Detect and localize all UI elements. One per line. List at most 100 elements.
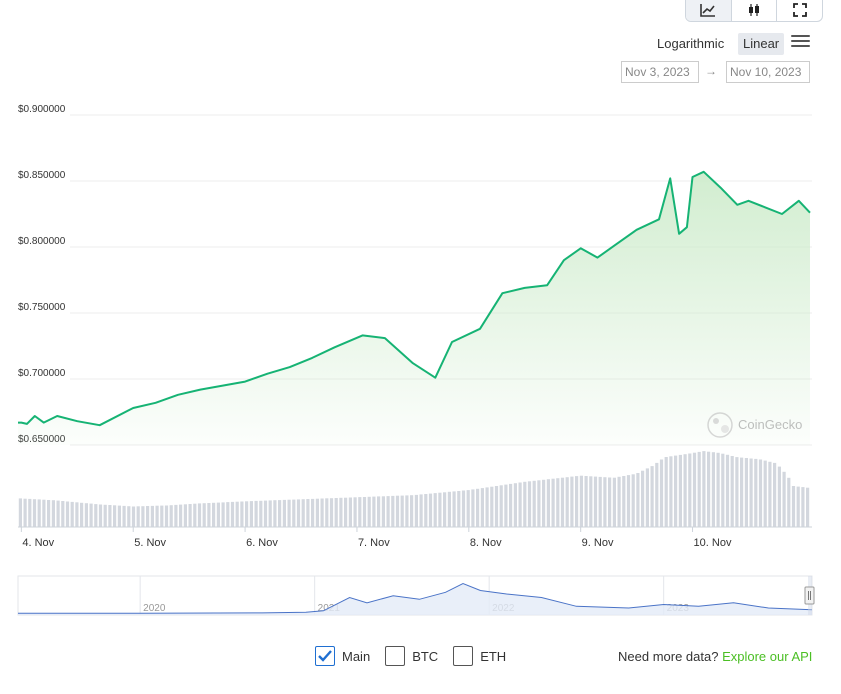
volume-bar — [428, 493, 433, 527]
volume-bar — [513, 483, 517, 527]
volume-bar — [216, 502, 220, 527]
volume-bar — [438, 492, 442, 527]
volume-bar — [179, 504, 183, 527]
volume-bar — [763, 460, 767, 527]
volume-bar — [23, 498, 27, 527]
volume-bar — [131, 506, 136, 527]
volume-bar — [75, 502, 79, 527]
y-tick-label: $0.700000 — [18, 368, 66, 379]
volume-bar — [150, 505, 154, 527]
volume-bar — [94, 504, 98, 527]
main-label: Main — [342, 648, 371, 664]
volume-bar — [65, 501, 70, 527]
x-tick-label: 4. Nov — [22, 537, 54, 549]
volume-bar — [674, 455, 678, 527]
volume-bar — [414, 494, 418, 527]
volume-bar — [273, 500, 277, 527]
volume-bar — [84, 503, 88, 527]
volume-bar — [89, 503, 93, 527]
volume-bar — [80, 502, 84, 527]
volume-bar — [537, 480, 541, 527]
volume-bar — [113, 505, 117, 527]
volume-bar — [155, 505, 159, 527]
volume-bar — [754, 458, 758, 527]
volume-bar — [612, 477, 616, 527]
date-to-input[interactable]: Nov 10, 2023 — [726, 61, 810, 83]
volume-bar — [296, 499, 301, 527]
series-toggle-main[interactable]: Main — [315, 646, 370, 666]
eth-checkbox[interactable] — [453, 646, 474, 666]
volume-bar — [749, 458, 753, 527]
volume-bar — [18, 498, 22, 527]
date-from-input[interactable]: Nov 3, 2023 — [621, 61, 699, 83]
volume-bar — [230, 501, 235, 527]
volume-bar — [678, 454, 682, 527]
volume-bar — [98, 504, 103, 527]
volume-bar — [28, 498, 32, 527]
volume-bar — [282, 499, 286, 527]
volume-bar — [329, 498, 334, 527]
volume-bar — [768, 461, 772, 527]
volume-bar — [362, 497, 367, 527]
volume-bar — [367, 496, 371, 527]
volume-bar — [721, 453, 725, 527]
logarithmic-scale-toggle[interactable]: Logarithmic — [657, 36, 725, 51]
x-tick-label: 9. Nov — [582, 537, 614, 549]
volume-bar — [593, 476, 598, 527]
volume-bar — [617, 476, 621, 527]
volume-bar — [259, 500, 263, 527]
volume-bar — [504, 484, 508, 527]
volume-bar — [457, 491, 461, 527]
candlestick-chart-button[interactable] — [732, 0, 778, 21]
main-checkbox[interactable] — [315, 646, 335, 666]
volume-bar — [410, 495, 414, 527]
eth-label: ETH — [480, 648, 507, 664]
volume-bar — [452, 491, 456, 527]
btc-checkbox[interactable] — [385, 646, 406, 666]
range-navigator[interactable]: 2020202120222023 — [17, 575, 815, 616]
volume-bar — [51, 500, 55, 527]
volume-bar — [641, 470, 645, 527]
volume-bar — [419, 494, 423, 527]
chart-menu-icon[interactable] — [791, 35, 810, 51]
volume-bar — [608, 477, 612, 527]
navigator-year-label: 2020 — [143, 603, 166, 614]
volume-bar — [245, 501, 249, 527]
y-tick-label: $0.750000 — [18, 302, 66, 313]
volume-bar — [782, 471, 786, 527]
explore-api-link[interactable]: Explore our API — [722, 649, 813, 664]
volume-bar — [499, 485, 503, 527]
volume-bar — [169, 505, 173, 527]
line-chart-icon — [700, 4, 716, 17]
fullscreen-button[interactable] — [777, 0, 822, 21]
y-axis: $0.900000 $0.850000 $0.800000 $0.750000 $0.7… — [18, 104, 66, 445]
volume-bar — [711, 452, 715, 527]
volume-bar — [207, 503, 211, 527]
volume-bar — [697, 451, 701, 527]
volume-bar — [626, 475, 631, 527]
volume-bar — [141, 506, 145, 527]
volume-bar — [358, 497, 362, 527]
volume-bar — [377, 496, 381, 527]
volume-bar — [56, 500, 60, 527]
series-toggle-eth[interactable]: ETH — [453, 646, 506, 666]
watermark-text: CoinGecko — [738, 417, 802, 432]
volume-bar — [725, 454, 730, 527]
volume-bar — [183, 504, 187, 527]
volume-bar — [164, 505, 169, 527]
volume-bar — [560, 477, 565, 527]
linear-scale-toggle[interactable]: Linear — [738, 33, 785, 55]
volume-bar — [37, 499, 41, 527]
volume-bar — [584, 476, 588, 527]
volume-bar — [311, 498, 315, 527]
volume-bar — [42, 499, 46, 527]
navigator-handle[interactable] — [804, 586, 815, 605]
volume-bar — [527, 481, 532, 527]
volume-bar — [353, 497, 357, 527]
volume-bar — [146, 506, 150, 527]
volume-bar — [791, 486, 796, 527]
line-chart-button[interactable] — [686, 0, 732, 21]
series-toggle-btc[interactable]: BTC — [385, 646, 438, 666]
volume-bar — [400, 495, 404, 527]
volume-bar — [683, 454, 687, 527]
